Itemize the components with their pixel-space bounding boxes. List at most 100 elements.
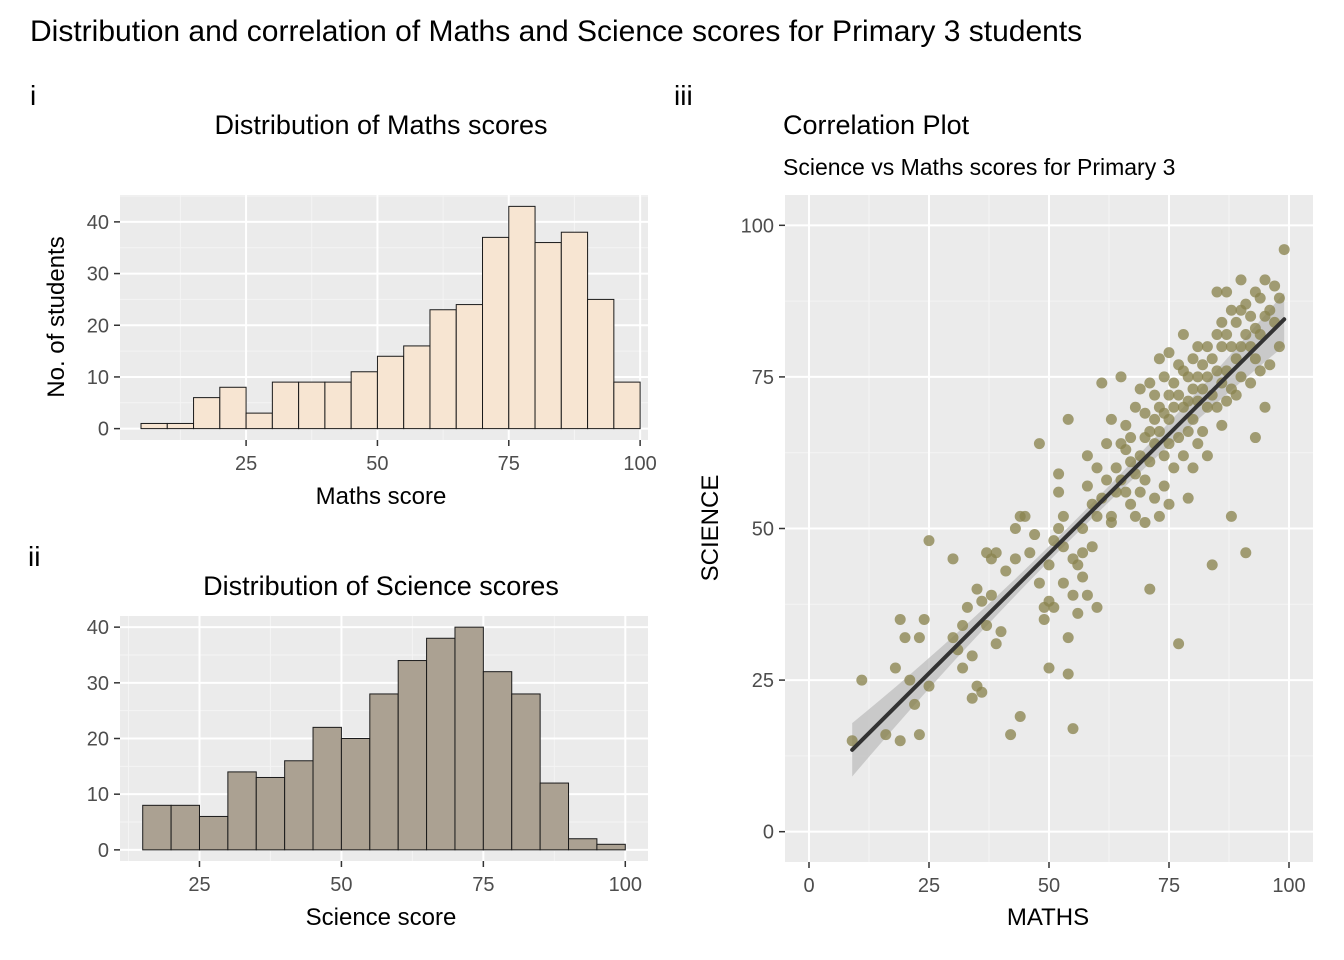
correlation-x-ticks: 0 25 50 75 100 (803, 862, 1306, 897)
y-tick-label: 30 (87, 264, 109, 286)
scatter-point (985, 589, 997, 601)
histogram-bar (587, 298, 615, 430)
scatter-point (1139, 474, 1151, 486)
histogram-bar (508, 205, 536, 430)
scatter-point (1173, 389, 1185, 401)
scatter-point (1245, 310, 1257, 322)
x-tick-label: 0 (803, 875, 814, 897)
scatter-point (1033, 577, 1045, 589)
scatter-point (1230, 316, 1242, 328)
scatter-point (899, 632, 911, 644)
scatter-point (1211, 286, 1223, 298)
maths-hist-title: Distribution of Maths scores (214, 110, 547, 140)
scatter-point (1182, 395, 1194, 407)
scatter-point (1235, 371, 1247, 383)
scatter-point (1086, 541, 1098, 553)
x-tick-label: 100 (609, 874, 642, 896)
scatter-point (1053, 486, 1065, 498)
histogram-bar (455, 304, 484, 430)
scatter-point (1206, 559, 1218, 571)
scatter-point (1134, 486, 1146, 498)
scatter-point (1249, 353, 1261, 365)
histogram-bar (255, 776, 286, 851)
scatter-point (1225, 304, 1237, 316)
scatter-point (1053, 523, 1065, 534)
histogram-bar (482, 671, 513, 851)
scatter-point (1254, 292, 1266, 304)
scatter-point (1029, 529, 1041, 541)
scatter-point (1072, 607, 1084, 619)
scatter-point (1177, 450, 1189, 462)
histogram-bar (312, 726, 342, 851)
y-tick-label: 40 (87, 212, 109, 234)
scatter-point (1096, 377, 1108, 389)
scatter-point (1163, 498, 1175, 510)
scatter-point (1230, 389, 1242, 401)
scatter-point (1163, 438, 1175, 450)
scatter-point (1235, 274, 1247, 286)
scatter-point (1182, 492, 1194, 504)
scatter-point (1081, 589, 1093, 601)
scatter-point (1019, 510, 1031, 522)
scatter-point (1129, 401, 1141, 413)
scatter-point (1249, 432, 1261, 444)
histogram-bar (193, 397, 221, 430)
histogram-bar (245, 412, 273, 430)
scatter-point (1225, 341, 1237, 353)
scatter-point (1163, 347, 1175, 359)
scatter-point (1173, 638, 1185, 650)
histogram-bar (227, 771, 257, 851)
scatter-point (1091, 462, 1103, 474)
scatter-point (1067, 723, 1079, 735)
scatter-point (1120, 419, 1132, 431)
scatter-point (880, 729, 892, 741)
correlation-y-ticks: 0 25 50 75 100 (741, 215, 785, 844)
scatter-point (990, 638, 1002, 650)
scatter-point (1278, 244, 1290, 256)
scatter-point (1033, 438, 1045, 450)
scatter-point (961, 601, 973, 613)
histogram-bar (376, 355, 405, 430)
maths-hist-x-label: Maths score (316, 483, 447, 510)
y-tick-label: 25 (752, 670, 774, 692)
histogram-bar (340, 738, 371, 851)
scatter-point (1053, 468, 1065, 480)
scatter-point (1062, 632, 1074, 644)
scatter-point (1139, 407, 1151, 419)
scatter-point (1192, 371, 1204, 383)
science-hist-bars (142, 626, 626, 851)
scatter-point (1048, 601, 1060, 613)
scatter-point (1221, 286, 1233, 298)
scatter-point (1240, 547, 1252, 559)
scatter-point (1091, 510, 1103, 522)
histogram-bar (534, 242, 562, 430)
histogram-bar (403, 345, 431, 430)
scatter-point (1211, 401, 1223, 413)
scatter-point (1201, 450, 1213, 462)
scatter-point (976, 686, 988, 698)
scatter-point (856, 674, 868, 686)
y-tick-label: 20 (87, 315, 109, 337)
scatter-point (990, 547, 1002, 559)
scatter-point (923, 535, 935, 547)
scatter-point (1153, 353, 1165, 365)
y-tick-label: 10 (87, 367, 109, 389)
scatter-point (894, 735, 906, 747)
scatter-point (1187, 462, 1199, 474)
histogram-bar (613, 381, 641, 430)
y-tick-label: 20 (87, 729, 109, 751)
scatter-point (1149, 413, 1161, 425)
scatter-point (923, 680, 935, 692)
scatter-point (981, 620, 993, 632)
scatter-point (1057, 577, 1069, 589)
scatter-point (957, 620, 969, 632)
correlation-gridlines (785, 195, 1313, 862)
scatter-point (1081, 450, 1093, 462)
scatter-point (1201, 401, 1213, 413)
y-tick-label: 0 (763, 822, 774, 844)
scatter-point (1221, 328, 1233, 340)
histogram-bar (539, 782, 570, 851)
scatter-point (1259, 401, 1271, 413)
scatter-point (1038, 613, 1050, 625)
x-tick-label: 25 (918, 875, 940, 897)
